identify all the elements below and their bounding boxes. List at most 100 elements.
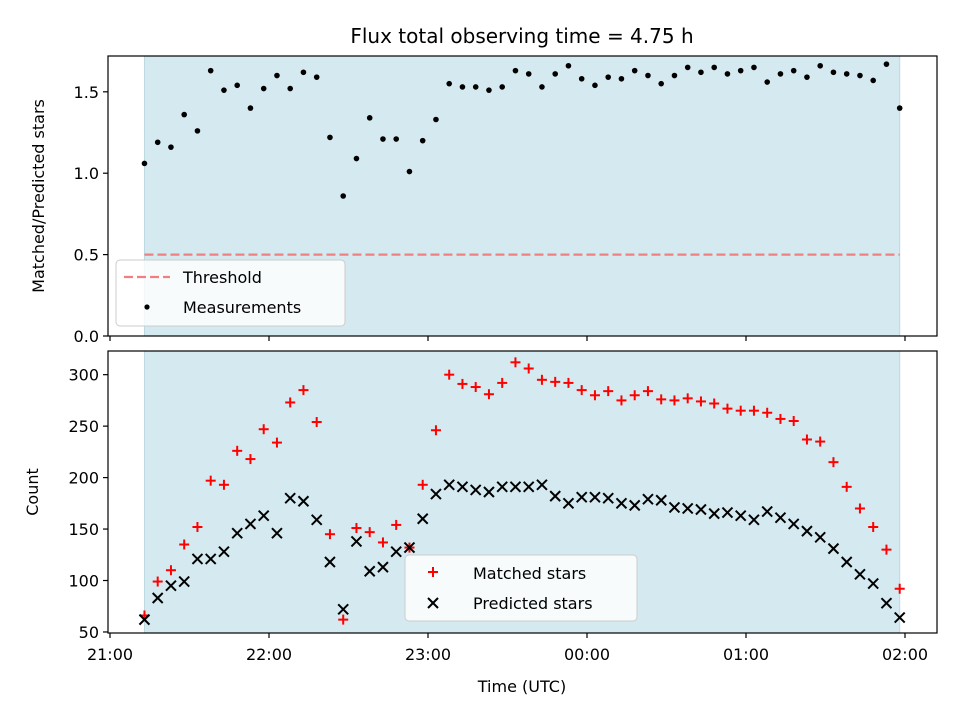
measurement-point	[896, 105, 903, 111]
predicted-star-point	[138, 613, 151, 626]
measurement-point	[645, 72, 651, 79]
measurement-point	[658, 80, 664, 87]
matched-star-point	[841, 481, 852, 492]
measurement-point	[366, 115, 373, 121]
measurement-point	[671, 72, 678, 79]
predicted-star-point	[575, 491, 588, 503]
matched-star-point	[258, 424, 269, 435]
predicted-star-point	[310, 514, 323, 526]
matched-star-point	[192, 521, 203, 532]
measurement-point	[406, 168, 413, 175]
measurement-point	[843, 71, 850, 77]
measurement-point	[565, 62, 572, 69]
predicted-star-point	[774, 512, 787, 524]
matched-star-point	[881, 544, 892, 555]
predicted-star-point	[244, 518, 257, 530]
predicted-star-point	[840, 556, 853, 568]
predicted-star-point	[827, 542, 840, 555]
predicted-star-point	[151, 592, 164, 604]
matched-star-point	[709, 398, 720, 409]
matched-star-point	[285, 397, 296, 408]
measurement-point	[459, 84, 466, 90]
predicted-star-point	[324, 556, 336, 568]
matched-star-point	[510, 357, 521, 368]
measurement-point	[737, 67, 744, 74]
matched-star-point	[576, 385, 587, 396]
predicted-star-point	[363, 565, 376, 577]
measurement-point	[154, 139, 161, 146]
predicted-star-point	[893, 611, 906, 624]
top-legend: Threshold Measurements	[115, 259, 346, 327]
matched-star-point	[854, 503, 865, 514]
measurement-point	[486, 87, 492, 93]
matched-star-point	[377, 537, 388, 548]
predicted-star-point	[284, 492, 296, 504]
legend-measurements-marker	[144, 304, 150, 310]
measurement-point	[260, 85, 267, 92]
top-y-axis: 0.0 0.5 1.0 1.5	[74, 83, 108, 346]
matched-star-point	[563, 377, 574, 388]
x-axis-label: Time (UTC)	[477, 677, 566, 696]
predicted-star-point	[721, 506, 734, 519]
predicted-star-point	[456, 481, 469, 493]
matched-star-point	[589, 390, 600, 401]
top-y-axis-label: Matched/Predicted stars	[29, 99, 48, 293]
predicted-star-point	[668, 501, 681, 514]
measurement-point	[247, 105, 254, 111]
matched-star-point	[152, 576, 163, 587]
measurement-point	[287, 85, 294, 92]
matched-star-point	[417, 479, 428, 490]
legend-measurements-label: Measurements	[183, 298, 301, 317]
matched-star-point	[165, 565, 176, 576]
predicted-star-point	[377, 561, 389, 573]
x-tick-label: 02:00	[882, 645, 928, 664]
measurement-point	[618, 75, 625, 82]
y-tick-label: 50	[79, 623, 99, 642]
matched-star-point	[682, 393, 693, 404]
measurement-point	[698, 69, 704, 76]
predicted-star-point	[536, 479, 548, 491]
matched-stars-series	[139, 357, 905, 625]
matched-star-point	[788, 415, 799, 426]
measurement-point	[433, 116, 439, 123]
bottom-y-axis-label: Count	[23, 468, 42, 516]
measurement-point	[300, 69, 307, 76]
y-tick-label: 0.0	[74, 327, 99, 346]
matched-star-point	[735, 405, 746, 416]
matched-star-point	[351, 523, 362, 534]
matched-star-point	[748, 405, 759, 416]
predicted-star-point	[165, 579, 177, 592]
bottom-y-axis: 50 100 150 200 250 300	[68, 366, 108, 642]
measurement-point	[340, 193, 347, 199]
chart-title: Flux total observing time = 4.75 h	[350, 24, 693, 48]
predicted-star-point	[509, 481, 522, 493]
predicted-star-point	[191, 553, 204, 565]
predicted-star-point	[814, 531, 826, 543]
matched-star-point	[444, 369, 455, 380]
predicted-star-point	[708, 507, 720, 520]
measurement-point	[857, 72, 863, 79]
measurement-point	[512, 67, 519, 74]
matched-star-point	[523, 363, 534, 374]
measurement-point	[380, 136, 386, 142]
measurement-point	[313, 74, 320, 80]
y-tick-label: 200	[68, 469, 99, 488]
bottom-panel: 50 100 150 200 250 300 21:00 22:00 23:00 00:00 01…	[23, 350, 938, 696]
measurement-point	[274, 72, 280, 79]
measurement-point	[605, 74, 611, 80]
measurement-point	[751, 64, 757, 71]
matched-star-point	[430, 425, 441, 436]
matched-star-point	[205, 475, 216, 486]
matched-star-point	[311, 417, 322, 428]
predicted-star-point	[602, 492, 614, 504]
predicted-star-point	[257, 509, 270, 522]
legend-predicted-label: Predicted stars	[473, 594, 593, 613]
predicted-star-point	[337, 603, 349, 616]
legend-matched-label: Matched stars	[473, 564, 586, 583]
legend-predicted-marker	[427, 597, 439, 609]
measurements-series	[141, 61, 903, 199]
predicted-star-point	[801, 525, 813, 537]
legend-threshold-label: Threshold	[182, 268, 262, 287]
matched-star-point	[245, 454, 256, 465]
